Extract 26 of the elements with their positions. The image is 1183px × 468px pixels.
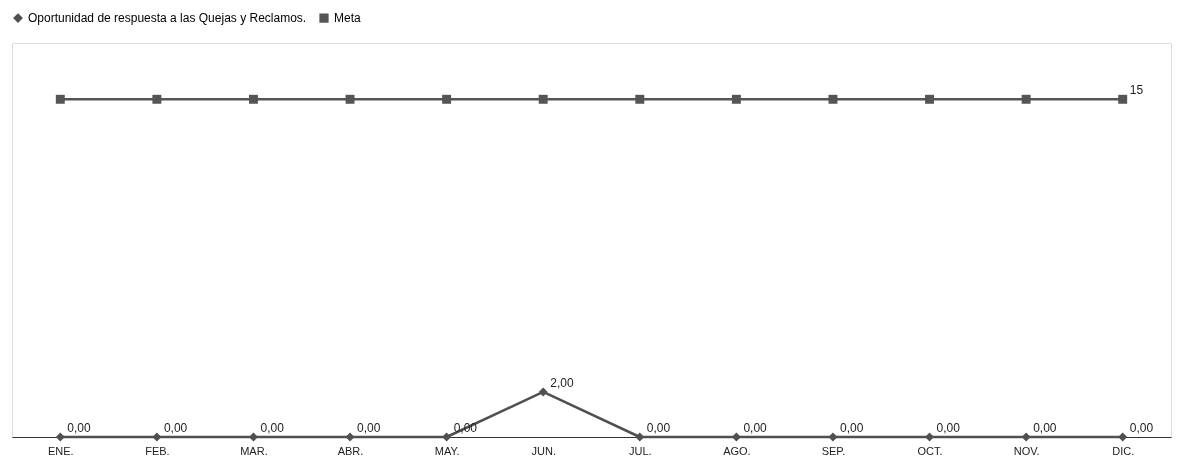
data-label: 0,00 [1129,421,1154,435]
data-label: 0,00 [936,421,961,435]
x-tick-label: MAR. [240,444,268,457]
data-label: 0,00 [1033,421,1057,435]
data-label: 2,00 [550,375,574,390]
x-tick-label: JUN. [531,444,556,457]
legend-label: Oportunidad de respuesta a las Quejas y Reclamos. [28,11,307,26]
x-tick-label: AGO. [723,444,751,457]
x-tick-label: OCT. [917,444,943,457]
data-label: 0,00 [260,421,285,435]
x-tick-label: DIC. [1112,444,1135,457]
x-tick-label: ENE. [47,444,74,457]
x-tick-label: JUL. [628,444,652,457]
data-label: 0,00 [357,421,381,435]
x-tick-label: ABR. [337,444,364,457]
x-tick-label: SEP. [821,444,846,457]
data-label: 0,00 [67,421,91,435]
x-tick-label: FEB. [145,444,170,457]
legend-label: Meta [334,11,361,26]
data-label: 0,00 [839,421,864,435]
data-label: 0,00 [646,421,671,435]
x-tick-label: MAY. [434,444,460,457]
x-tick-label: NOV. [1013,444,1040,457]
data-label: 0,00 [743,421,768,435]
data-label: 15 [1129,83,1144,98]
data-label: 0,00 [163,421,188,435]
